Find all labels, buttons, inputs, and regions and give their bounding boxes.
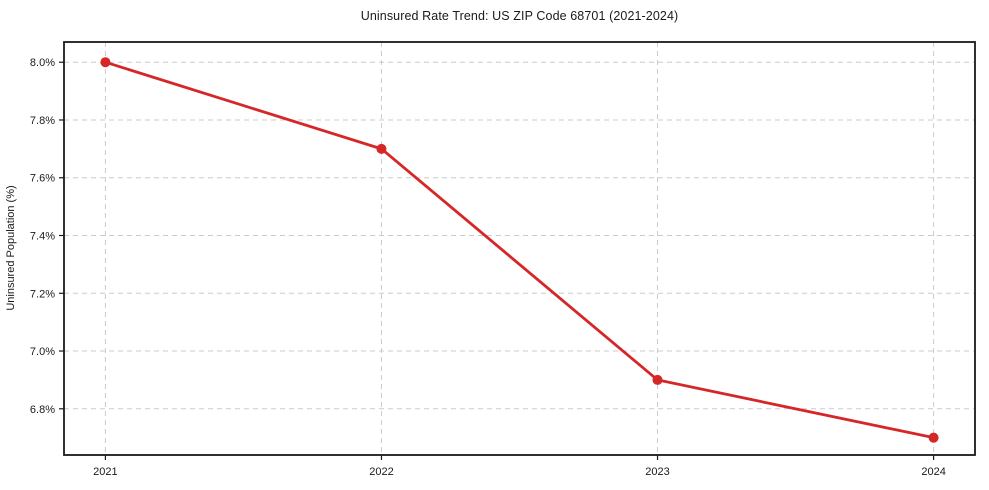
y-tick-label: 7.2% xyxy=(30,288,55,300)
data-point-marker xyxy=(100,57,111,68)
y-tick-label: 7.8% xyxy=(30,115,55,127)
y-tick-label: 7.0% xyxy=(30,346,55,358)
x-tick-label: 2023 xyxy=(645,466,669,478)
data-point-marker xyxy=(928,432,939,443)
x-tick-label: 2022 xyxy=(369,466,393,478)
data-point-marker xyxy=(376,143,387,154)
x-tick-label: 2024 xyxy=(921,466,945,478)
y-tick-label: 7.6% xyxy=(30,173,55,185)
plot-border xyxy=(63,41,976,456)
x-tick-label: 2021 xyxy=(93,466,117,478)
y-tick-label: 8.0% xyxy=(30,57,55,69)
data-point-marker xyxy=(652,374,663,385)
y-tick-label: 7.4% xyxy=(30,231,55,243)
chart-title: Uninsured Rate Trend: US ZIP Code 68701 … xyxy=(360,9,679,23)
y-tick-label: 6.8% xyxy=(30,404,55,416)
trend-line xyxy=(104,60,935,440)
